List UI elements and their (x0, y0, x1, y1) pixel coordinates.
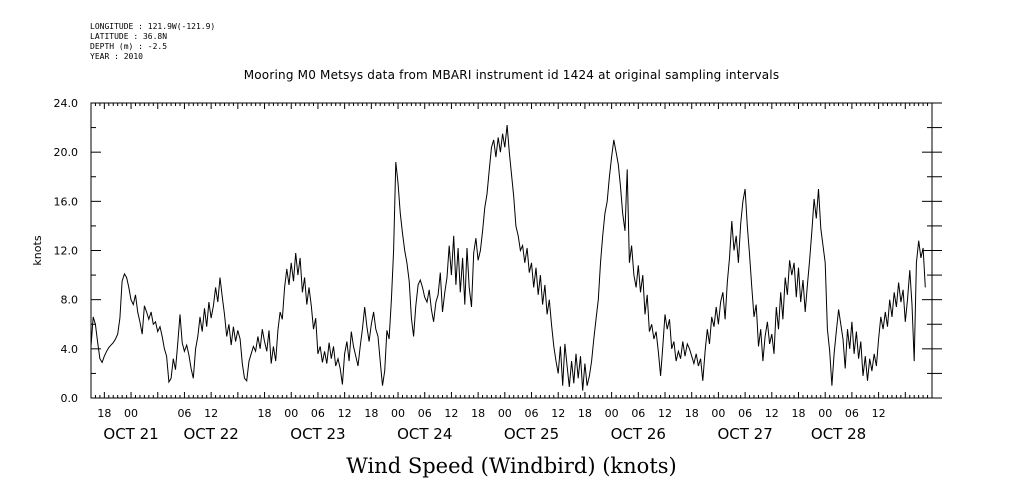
chart-title-wrap: Mooring M0 Metsys data from MBARI instru… (0, 68, 1009, 82)
wind-speed-series-line (90, 125, 926, 391)
x-tick-label: 18 (685, 407, 699, 420)
y-tick-label: 8.0 (61, 294, 79, 307)
x-tick-label: 12 (872, 407, 886, 420)
x-tick-label: 00 (605, 407, 619, 420)
x-tick-label: 18 (97, 407, 111, 420)
y-tick-label: 24.0 (54, 97, 79, 110)
x-tick-label: 12 (204, 407, 218, 420)
x-date-label: OCT 23 (290, 425, 345, 443)
x-tick-label: 00 (818, 407, 832, 420)
x-tick-label: 18 (258, 407, 272, 420)
x-tick-label: 00 (284, 407, 298, 420)
x-date-label: OCT 27 (717, 425, 772, 443)
y-tick-label: 16.0 (54, 195, 79, 208)
x-tick-label: 18 (792, 407, 806, 420)
footer-title: Wind Speed (Windbird) (knots) (346, 454, 677, 478)
longitude-label: LONGITUDE : 121.9W(-121.9) (90, 22, 216, 31)
y-tick-label: 20.0 (54, 146, 79, 159)
x-date-label: OCT 28 (811, 425, 866, 443)
x-date-label: OCT 25 (504, 425, 559, 443)
x-tick-label: 18 (578, 407, 592, 420)
plot-frame (90, 102, 933, 399)
x-tick-label: 12 (338, 407, 352, 420)
depth-label: DEPTH (m) : -2.5 (90, 42, 168, 51)
x-date-label: OCT 26 (611, 425, 666, 443)
y-tick-label: 12.0 (54, 245, 79, 258)
axis-ticks (90, 102, 942, 399)
x-tick-label: 06 (311, 407, 325, 420)
y-axis-label: knots (31, 235, 44, 265)
x-tick-label: 12 (551, 407, 565, 420)
footer-title-wrap: Wind Speed (Windbird) (knots) (0, 454, 1009, 478)
x-tick-label: 00 (711, 407, 725, 420)
station-metadata: LONGITUDE : 121.9W(-121.9) LATITUDE : 36… (90, 22, 215, 62)
x-tick-label: 06 (845, 407, 859, 420)
x-tick-label: 06 (418, 407, 432, 420)
x-tick-label: 12 (444, 407, 458, 420)
y-tick-label: 0.0 (61, 392, 79, 405)
x-date-label: OCT 24 (397, 425, 452, 443)
x-tick-label: 06 (738, 407, 752, 420)
x-tick-label: 00 (391, 407, 405, 420)
latitude-label: LATITUDE : 36.8N (90, 32, 168, 41)
axis-labels: 18 00 06 12 18 00 06 12 18 00 06 12 18 00 06 12 18 00 06 12… (54, 97, 886, 443)
x-tick-label: 06 (177, 407, 191, 420)
x-tick-label: 18 (364, 407, 378, 420)
x-tick-label: 12 (658, 407, 672, 420)
x-tick-label: 00 (498, 407, 512, 420)
y-tick-label: 4.0 (61, 343, 79, 356)
x-tick-label: 00 (124, 407, 138, 420)
x-tick-label: 06 (631, 407, 645, 420)
x-tick-label: 06 (525, 407, 539, 420)
x-date-label: OCT 21 (103, 425, 158, 443)
x-date-label: OCT 22 (183, 425, 238, 443)
year-label: YEAR : 2010 (90, 52, 143, 61)
chart-title: Mooring M0 Metsys data from MBARI instru… (243, 68, 780, 82)
x-tick-label: 12 (765, 407, 779, 420)
x-tick-label: 18 (471, 407, 485, 420)
